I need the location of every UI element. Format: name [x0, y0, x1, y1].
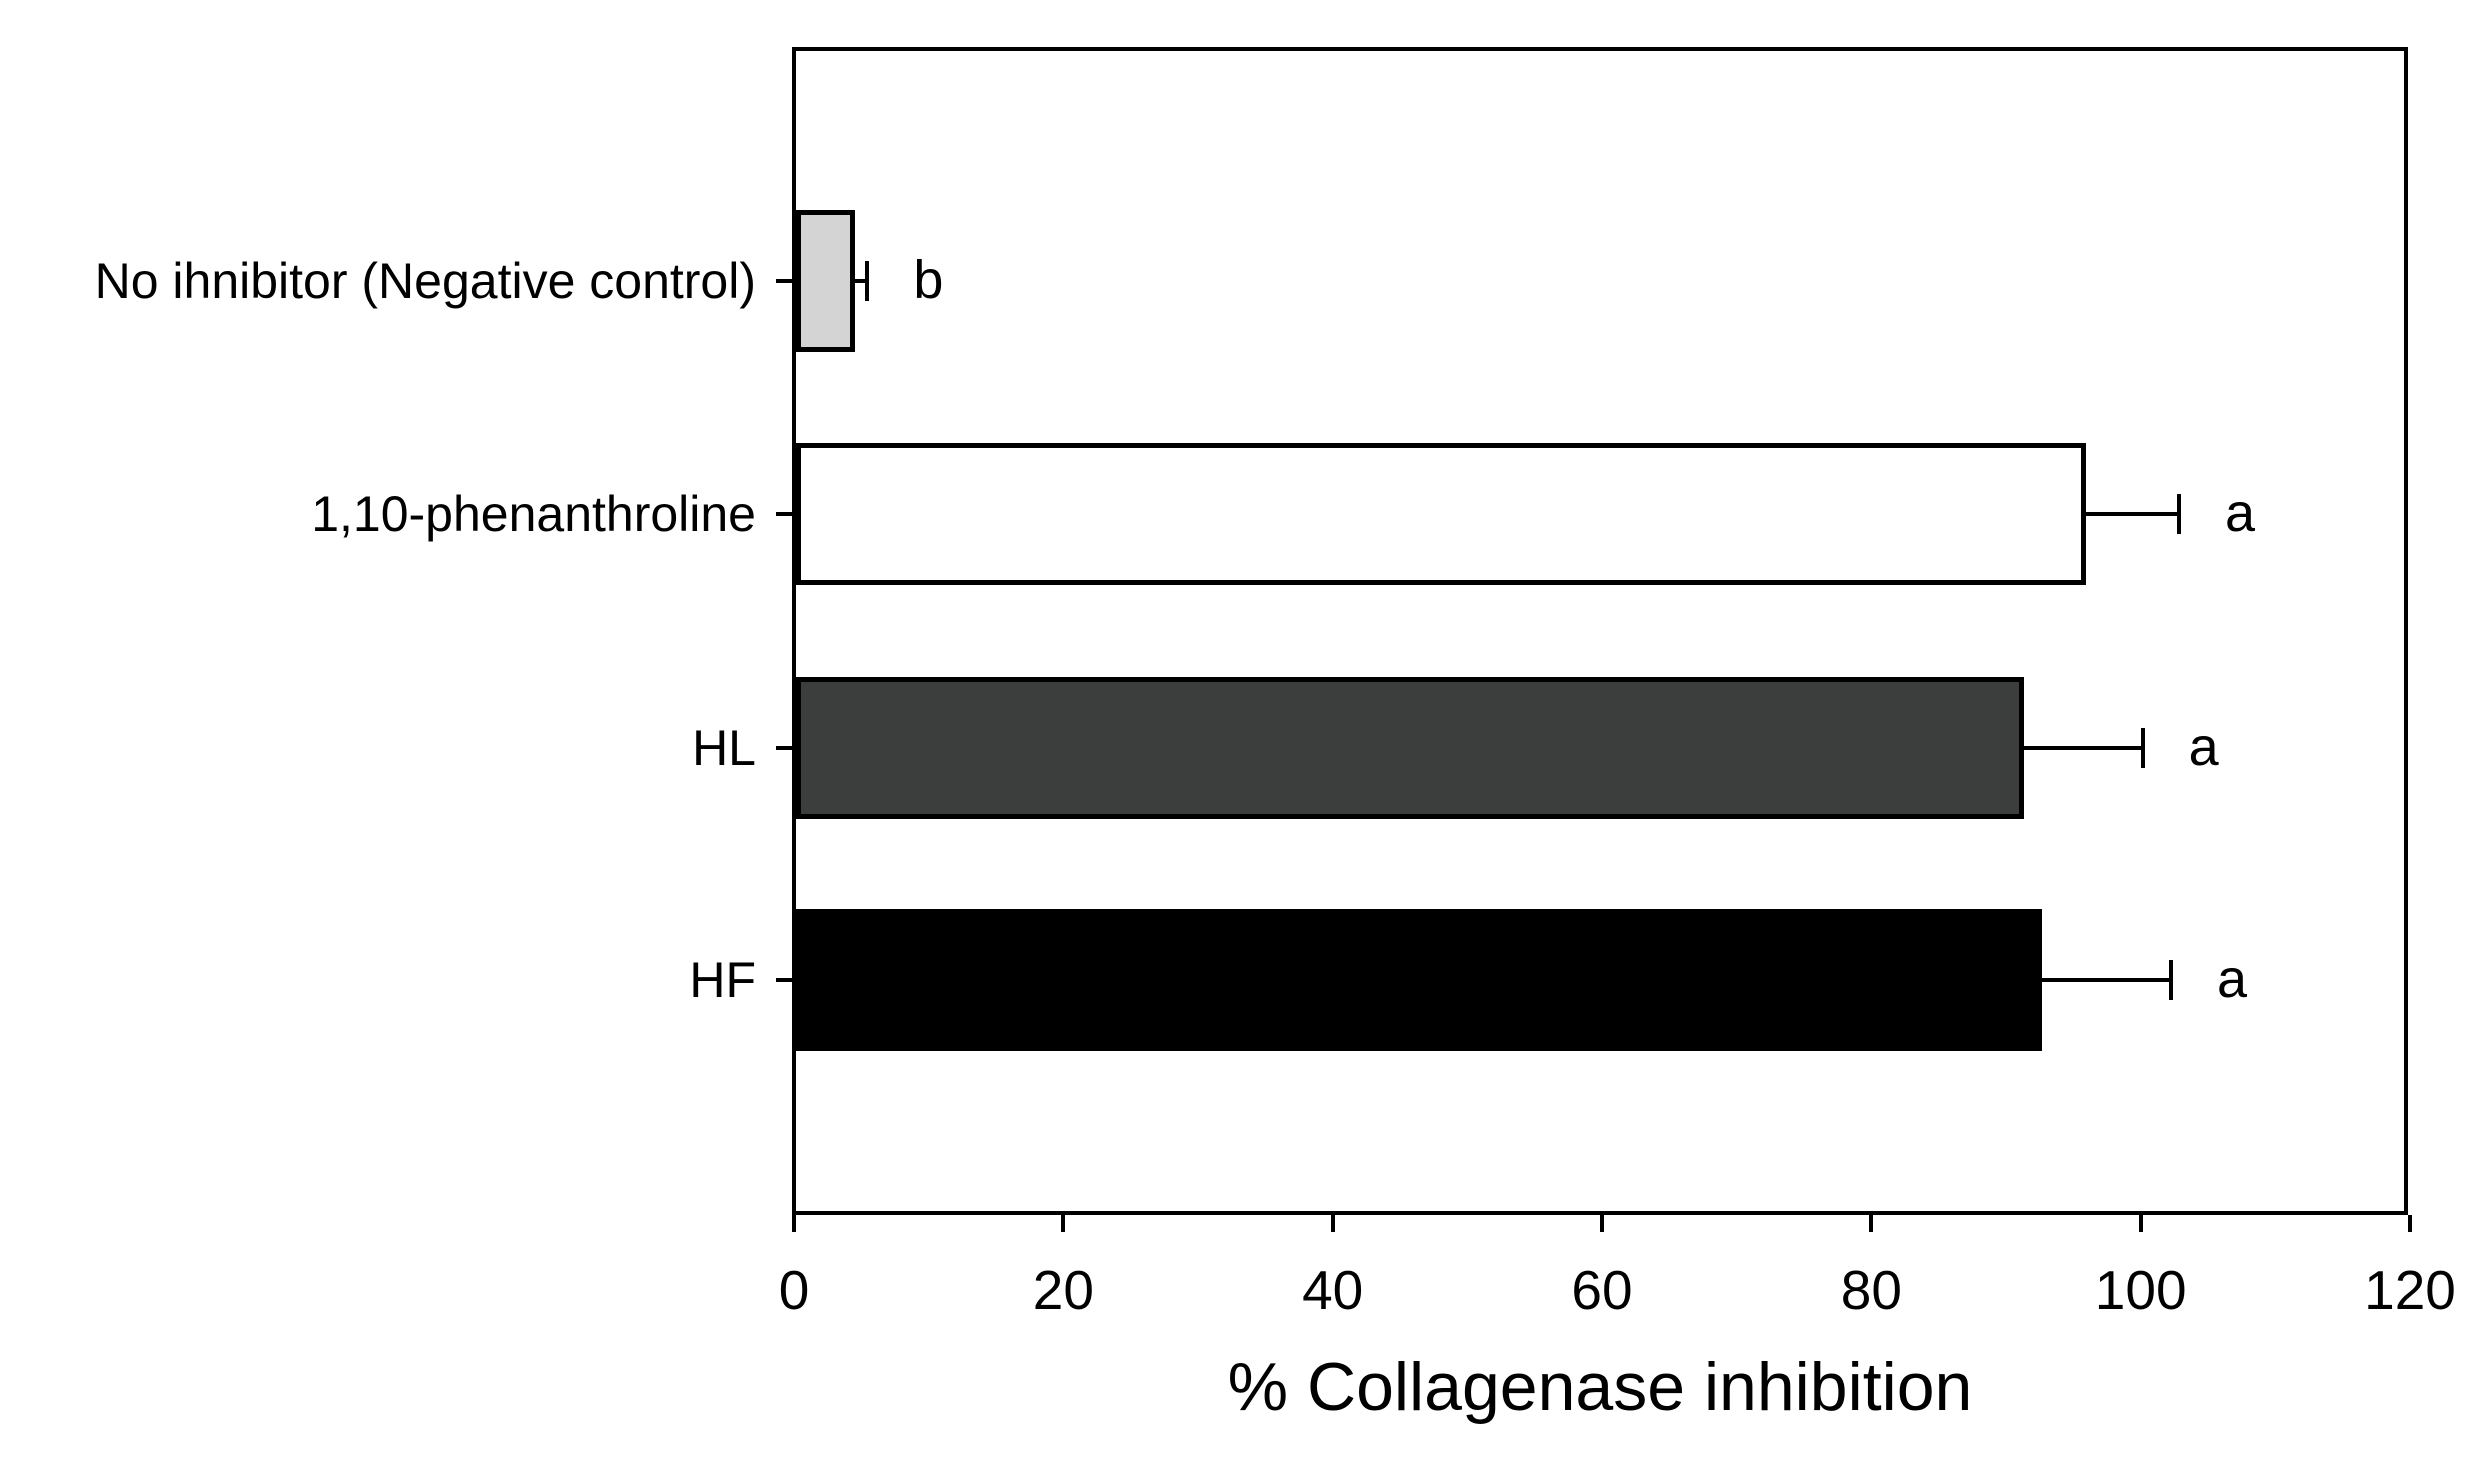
- category-tick-label: HF: [689, 952, 756, 1008]
- x-tick-label: 0: [778, 1259, 810, 1321]
- bar: [796, 443, 2087, 585]
- error-bar-cap: [2140, 728, 2145, 768]
- error-bar-cap: [2168, 960, 2173, 1000]
- significance-letter: a: [2188, 716, 2219, 777]
- y-tick: [776, 512, 792, 516]
- plot-area: b a a a: [792, 47, 2408, 1215]
- category-tick-label: No ihnibitor (Negative control): [94, 253, 756, 309]
- x-tick-label: 120: [2364, 1259, 2456, 1321]
- y-tick: [776, 279, 792, 283]
- error-bar-line: [2024, 746, 2143, 750]
- y-tick: [776, 746, 792, 750]
- error-bar-cap: [2177, 494, 2182, 534]
- x-tick-label: 60: [1571, 1259, 1633, 1321]
- x-tick: [1061, 1215, 1066, 1232]
- error-bar-cap: [865, 261, 870, 301]
- bar: [796, 210, 856, 352]
- bar: [796, 909, 2042, 1051]
- x-tick: [1869, 1215, 1874, 1232]
- x-tick-label: 40: [1302, 1259, 1364, 1321]
- x-tick: [1600, 1215, 1604, 1232]
- x-tick: [2408, 1215, 2412, 1232]
- x-tick: [2138, 1215, 2143, 1232]
- x-tick-label: 20: [1032, 1259, 1094, 1321]
- category-tick-label: 1,10-phenanthroline: [311, 486, 756, 542]
- significance-letter: a: [2225, 482, 2256, 543]
- x-tick: [1330, 1215, 1335, 1232]
- x-axis-title: % Collagenase inhibition: [1227, 1349, 1973, 1425]
- x-tick-label: 80: [1840, 1259, 1902, 1321]
- error-bar-line: [2086, 512, 2179, 516]
- error-bar-line: [2041, 978, 2171, 982]
- x-tick: [792, 1215, 796, 1232]
- significance-letter: b: [913, 249, 944, 310]
- y-tick: [776, 978, 792, 982]
- x-tick-label: 100: [2094, 1259, 2187, 1321]
- bar: [796, 677, 2025, 819]
- significance-letter: a: [2216, 948, 2247, 1009]
- bars-layer: b a a a: [796, 51, 2404, 1211]
- error-bar-line: [855, 279, 868, 283]
- category-tick-label: HL: [692, 720, 756, 776]
